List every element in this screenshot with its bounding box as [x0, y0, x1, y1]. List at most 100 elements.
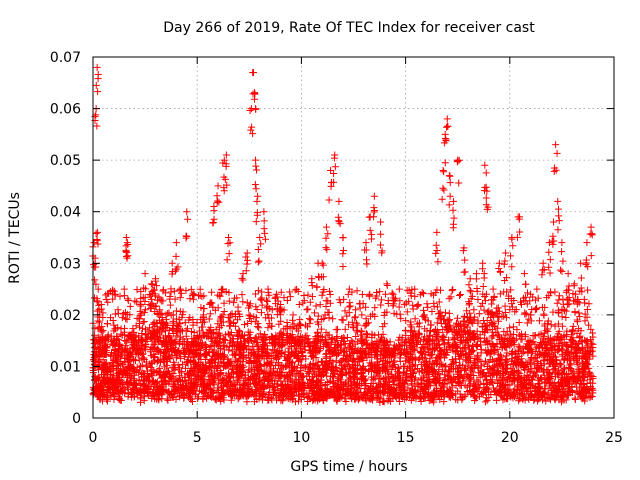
- data-point: [208, 288, 216, 296]
- data-point: [240, 321, 248, 329]
- data-point: [469, 342, 477, 350]
- data-point: [448, 287, 456, 295]
- data-point: [110, 395, 118, 403]
- data-point: [433, 319, 441, 327]
- data-point: [227, 396, 235, 404]
- data-point: [566, 365, 574, 373]
- data-point: [555, 296, 563, 304]
- data-point: [358, 291, 366, 299]
- data-point: [230, 299, 238, 307]
- data-point: [206, 310, 214, 318]
- data-point: [332, 357, 340, 365]
- data-point: [488, 332, 496, 340]
- data-point: [338, 316, 346, 324]
- data-point: [313, 328, 321, 336]
- data-point: [567, 360, 575, 368]
- chart-title: Day 266 of 2019, Rate Of TEC Index for r…: [163, 20, 535, 36]
- data-point: [481, 398, 489, 406]
- data-point: [116, 396, 124, 404]
- data-point: [445, 295, 453, 303]
- data-point: [489, 341, 497, 349]
- data-point: [126, 302, 134, 310]
- data-point: [553, 299, 561, 307]
- data-point: [318, 291, 326, 299]
- data-point: [562, 333, 570, 341]
- data-point: [168, 325, 176, 333]
- data-point: [333, 325, 341, 333]
- data-point: [440, 376, 448, 384]
- data-point: [521, 331, 529, 339]
- data-point: [316, 301, 324, 309]
- data-point: [196, 285, 204, 293]
- data-point: [475, 310, 483, 318]
- data-point: [117, 325, 125, 333]
- data-point: [326, 291, 334, 299]
- data-point: [455, 292, 463, 300]
- data-point: [453, 314, 461, 322]
- data-point: [515, 319, 523, 327]
- data-point: [133, 286, 141, 294]
- data-point: [435, 298, 443, 306]
- data-point: [527, 355, 535, 363]
- data-point: [234, 303, 242, 311]
- data-point: [312, 302, 320, 310]
- data-point: [255, 324, 263, 332]
- data-point: [411, 356, 419, 364]
- data-point: [466, 286, 474, 294]
- data-point: [220, 396, 228, 404]
- data-point: [308, 352, 316, 360]
- data-point: [177, 326, 185, 334]
- data-point: [263, 297, 271, 305]
- data-point: [424, 303, 432, 311]
- data-point: [457, 290, 465, 298]
- data-point: [307, 316, 315, 324]
- data-point: [175, 339, 183, 347]
- data-point: [535, 317, 543, 325]
- data-point: [378, 296, 386, 304]
- data-point: [445, 309, 453, 317]
- data-point: [510, 331, 518, 339]
- data-point: [524, 289, 532, 297]
- data-point: [122, 337, 130, 345]
- data-point: [501, 302, 509, 310]
- data-point: [584, 286, 592, 294]
- data-point: [258, 309, 266, 317]
- data-point: [329, 315, 337, 323]
- data-point: [396, 398, 404, 406]
- data-point: [439, 332, 447, 340]
- data-point: [558, 350, 566, 358]
- data-point: [244, 368, 252, 376]
- data-point: [305, 315, 313, 323]
- data-point: [575, 333, 583, 341]
- data-point: [166, 301, 174, 309]
- data-point: [257, 295, 265, 303]
- data-point: [91, 324, 99, 332]
- data-point: [258, 288, 266, 296]
- data-point: [444, 339, 452, 347]
- data-point: [402, 317, 410, 325]
- data-point: [136, 362, 144, 370]
- data-point: [575, 309, 583, 317]
- data-point: [208, 371, 216, 379]
- data-point: [245, 311, 253, 319]
- data-point: [189, 290, 197, 298]
- data-point: [408, 381, 416, 389]
- data-point: [380, 398, 388, 406]
- data-point: [339, 316, 347, 324]
- data-point: [493, 396, 501, 404]
- data-point: [420, 290, 428, 298]
- data-point: [124, 295, 132, 303]
- data-point: [423, 300, 431, 308]
- data-point: [326, 287, 334, 295]
- data-point: [438, 326, 446, 334]
- data-point: [483, 394, 491, 402]
- data-point: [562, 314, 570, 322]
- data-point: [450, 336, 458, 344]
- data-point: [346, 374, 354, 382]
- data-point: [470, 306, 478, 314]
- data-point: [482, 357, 490, 365]
- data-point: [556, 361, 564, 369]
- data-point: [303, 306, 311, 314]
- data-point: [585, 300, 593, 308]
